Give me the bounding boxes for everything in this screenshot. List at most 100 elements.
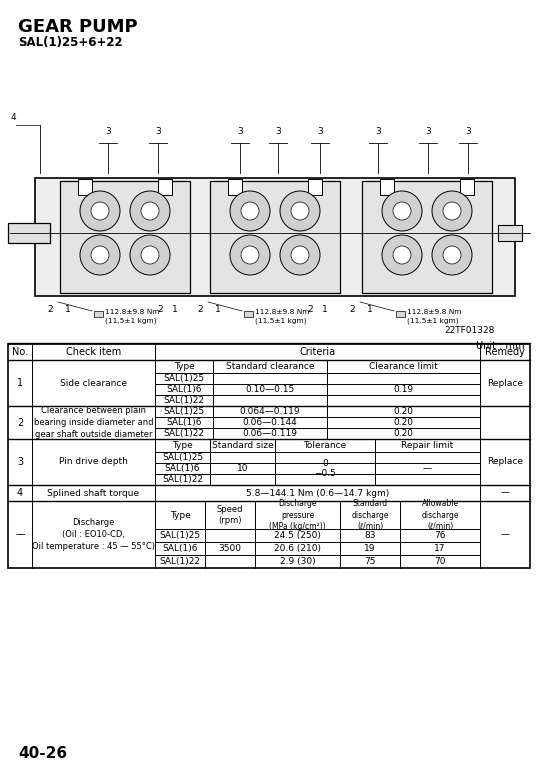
Bar [308,179,322,195]
Text: Standard size: Standard size [211,441,273,450]
Circle shape [443,246,461,264]
Text: 3: 3 [17,457,23,467]
Text: SAL(1)22: SAL(1)22 [164,396,204,405]
Circle shape [241,202,259,220]
Text: 3: 3 [275,127,281,136]
Text: 0.06—0.119: 0.06—0.119 [243,429,298,438]
Text: 20.6 (210): 20.6 (210) [274,544,321,553]
Text: SAL(1)25: SAL(1)25 [159,531,201,540]
Text: SAL(1)25: SAL(1)25 [164,407,204,416]
Circle shape [91,246,109,264]
Text: SAL(1)25: SAL(1)25 [162,453,203,462]
Bar [8,344,530,568]
Text: 0.20: 0.20 [393,407,414,416]
Circle shape [280,191,320,231]
Text: 2: 2 [197,305,203,314]
Text: 0.20: 0.20 [393,418,414,427]
Bar [460,179,474,195]
Text: 3: 3 [465,127,471,136]
Text: Remedy: Remedy [485,347,525,357]
Bar [228,179,242,195]
Bar [362,181,492,293]
Text: 2.9 (30): 2.9 (30) [280,557,315,566]
Bar [60,181,190,293]
Text: 3: 3 [375,127,381,136]
Text: 19: 19 [364,544,376,553]
Text: Type: Type [169,510,190,519]
Text: 17: 17 [434,544,446,553]
Text: Unit : mm: Unit : mm [476,341,524,351]
Text: 1: 1 [65,305,71,314]
Text: 3500: 3500 [218,544,242,553]
Circle shape [230,235,270,275]
Circle shape [432,191,472,231]
Circle shape [141,246,159,264]
Circle shape [80,235,120,275]
Text: 0.20: 0.20 [393,429,414,438]
Text: 1: 1 [215,305,221,314]
Text: Clearance between plain
bearing inside diameter and
gear shaft outside diameter: Clearance between plain bearing inside d… [34,406,153,439]
Bar [94,311,103,317]
Circle shape [291,202,309,220]
Text: 1: 1 [367,305,373,314]
Text: 0.10—0.15: 0.10—0.15 [245,385,295,394]
Text: 83: 83 [364,531,376,540]
Bar [35,178,515,296]
Text: Allowable
discharge
(ℓ/min): Allowable discharge (ℓ/min) [421,499,459,530]
Text: Type: Type [174,362,194,371]
Text: 10: 10 [237,464,248,473]
Text: SAL(1)6: SAL(1)6 [162,544,198,553]
Text: 76: 76 [434,531,446,540]
Text: 1: 1 [172,305,178,314]
Text: SAL(1)6: SAL(1)6 [165,464,200,473]
Text: 4: 4 [10,113,16,122]
Bar [78,179,92,195]
Text: Replace: Replace [487,379,523,387]
Text: 0.06—0.144: 0.06—0.144 [243,418,298,427]
Text: 2: 2 [47,305,53,314]
Text: 75: 75 [364,557,376,566]
Circle shape [130,235,170,275]
Text: Check item: Check item [66,347,121,357]
Text: Type: Type [172,441,193,450]
Text: 0.19: 0.19 [393,385,414,394]
Text: —: — [500,530,509,539]
Text: Discharge
pressure
(MPa (kg/cm²)): Discharge pressure (MPa (kg/cm²)) [269,499,326,530]
Circle shape [382,235,422,275]
Bar [396,311,405,317]
Text: 2: 2 [307,305,313,314]
Circle shape [280,235,320,275]
Text: 1: 1 [322,305,328,314]
Text: —: — [423,464,432,473]
Text: Standard
discharge
(ℓ/min): Standard discharge (ℓ/min) [351,499,389,530]
Circle shape [291,246,309,264]
Bar [498,225,522,241]
Text: 3: 3 [317,127,323,136]
Text: 3: 3 [425,127,431,136]
Bar [158,179,172,195]
Text: Speed
(rpm): Speed (rpm) [217,505,243,525]
Bar [8,223,50,243]
Circle shape [80,191,120,231]
Text: 112.8±9.8 Nm
(11.5±1 kgm): 112.8±9.8 Nm (11.5±1 kgm) [407,309,462,323]
Circle shape [91,202,109,220]
Text: —: — [500,489,509,498]
Text: Replace: Replace [487,458,523,466]
Circle shape [393,246,411,264]
Text: 3: 3 [237,127,243,136]
Text: Splined shaft torque: Splined shaft torque [47,489,139,498]
Text: —: — [15,530,25,540]
Circle shape [432,235,472,275]
Circle shape [130,191,170,231]
Circle shape [393,202,411,220]
Text: 1: 1 [17,378,23,388]
Text: SAL(1)22: SAL(1)22 [164,429,204,438]
Text: 2: 2 [17,417,23,427]
Circle shape [241,246,259,264]
Text: Tolerance: Tolerance [303,441,346,450]
Text: SAL(1)6: SAL(1)6 [166,385,202,394]
Text: 3: 3 [105,127,111,136]
Text: 112.8±9.8 Nm
(11.5±1 kgm): 112.8±9.8 Nm (11.5±1 kgm) [255,309,309,323]
Bar [244,311,253,317]
Text: SAL(1)22: SAL(1)22 [162,475,203,484]
